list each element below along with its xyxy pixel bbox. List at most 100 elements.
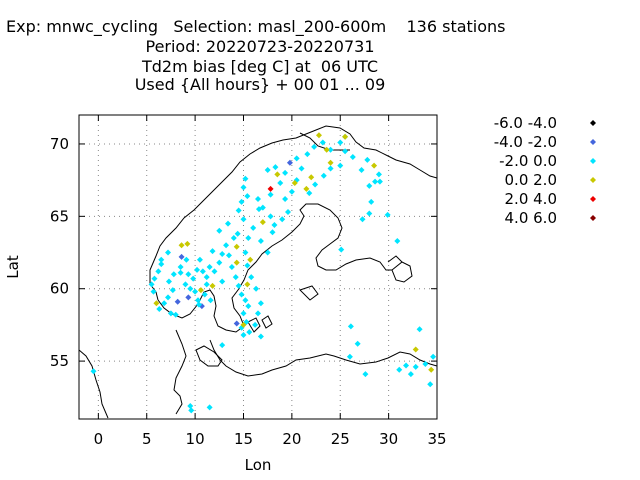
data-point — [216, 259, 223, 266]
data-point — [216, 227, 223, 234]
data-point — [201, 291, 208, 298]
data-point — [277, 180, 284, 187]
data-point — [252, 321, 259, 328]
data-point — [248, 274, 255, 281]
legend-label: -6.0 -4.0 — [494, 114, 557, 132]
coastline-outline — [79, 125, 437, 419]
data-point — [366, 182, 373, 189]
data-point — [232, 274, 239, 281]
x-tick-label: 25 — [331, 430, 350, 448]
data-point — [371, 162, 378, 169]
data-point — [219, 250, 226, 257]
data-point — [225, 220, 232, 227]
data-point — [250, 224, 257, 231]
data-point — [349, 153, 356, 160]
data-point — [347, 323, 354, 330]
data-point — [274, 171, 281, 178]
data-point — [156, 305, 163, 312]
data-point — [225, 252, 232, 259]
data-point — [327, 159, 334, 166]
data-point — [209, 248, 216, 255]
data-point — [167, 310, 174, 317]
data-point — [150, 288, 157, 295]
data-point — [185, 271, 192, 278]
data-point — [190, 275, 197, 282]
data-point — [368, 198, 375, 205]
data-point — [219, 278, 226, 285]
data-point — [196, 256, 203, 263]
data-point — [184, 240, 191, 247]
data-point — [358, 167, 365, 174]
data-point — [170, 271, 177, 278]
data-point — [427, 381, 434, 388]
x-tick-label: 15 — [234, 430, 253, 448]
data-point — [304, 151, 311, 158]
data-point — [203, 281, 210, 288]
chart-title-line-4: Used {All hours} + 00 01 ... 09 — [134, 75, 386, 94]
data-point — [320, 172, 327, 179]
chart-title-line-3: Td2m bias [deg C] at 06 UTC — [141, 57, 378, 76]
data-point — [327, 165, 334, 172]
data-points — [90, 132, 437, 414]
data-point — [219, 342, 226, 349]
data-point — [187, 285, 194, 292]
data-point — [235, 282, 242, 289]
x-tick-label: 0 — [94, 430, 104, 448]
data-point — [403, 362, 410, 369]
data-point — [148, 281, 155, 288]
data-point — [306, 190, 313, 197]
y-tick-label: 65 — [50, 207, 69, 225]
data-point — [187, 402, 194, 409]
data-point — [288, 188, 295, 195]
x-tick-label: 35 — [427, 430, 446, 448]
data-point — [364, 156, 371, 163]
data-point — [240, 321, 247, 328]
data-point — [161, 300, 168, 307]
legend-marker — [590, 177, 596, 183]
data-point — [240, 310, 247, 317]
data-point — [177, 264, 184, 270]
x-tick-label: 30 — [379, 430, 398, 448]
legend-label: -2.0 0.0 — [499, 152, 557, 170]
data-point — [233, 243, 240, 250]
x-tick-label: 20 — [282, 430, 301, 448]
legend-marker — [590, 196, 596, 202]
data-point — [234, 230, 241, 237]
data-point — [259, 219, 266, 226]
data-point — [244, 262, 251, 269]
y-axis-label: Lat — [4, 255, 22, 279]
data-point — [311, 143, 318, 150]
data-point — [255, 310, 261, 317]
data-point — [267, 213, 274, 220]
data-point — [165, 294, 172, 301]
data-point — [192, 288, 199, 295]
data-point — [271, 222, 278, 229]
data-point — [155, 268, 162, 275]
data-point — [165, 249, 172, 256]
data-point — [430, 353, 437, 360]
data-point — [354, 340, 361, 347]
y-tick-label: 70 — [50, 135, 69, 153]
data-point — [337, 139, 344, 146]
data-point — [267, 191, 274, 198]
axis-ticks: 0 5 10 15 20 25 30 35 55 60 65 70 — [50, 115, 447, 448]
data-point — [303, 185, 310, 192]
data-point — [384, 211, 391, 218]
data-point — [203, 274, 210, 281]
data-point — [396, 366, 403, 373]
data-point — [245, 235, 252, 242]
data-point — [230, 235, 237, 242]
data-point — [422, 360, 429, 367]
data-point — [264, 167, 271, 174]
legend-label: -4.0 -2.0 — [494, 133, 557, 151]
data-point — [247, 256, 254, 263]
x-tick-label: 5 — [142, 430, 152, 448]
data-point — [238, 291, 245, 298]
data-point — [346, 353, 353, 360]
data-point — [240, 184, 247, 191]
data-point — [337, 162, 344, 169]
data-point — [323, 146, 330, 153]
data-point — [291, 180, 298, 187]
data-point — [279, 216, 286, 223]
data-point — [428, 366, 435, 373]
